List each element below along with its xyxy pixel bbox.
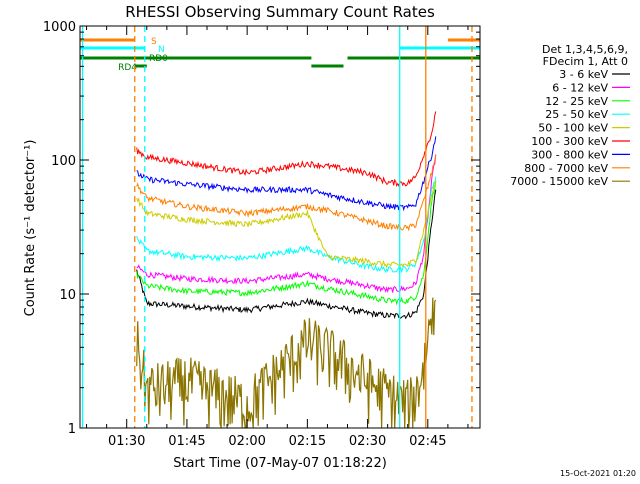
series-line-7	[136, 154, 437, 232]
plot-frame	[79, 25, 481, 429]
flag-label-n: N	[158, 45, 165, 55]
axes: 01:30 01:45 02:00 02:15 02:30 02:45 1 10 100 1000	[43, 20, 481, 449]
legend-header: Det 1,3,4,5,6,9,	[542, 43, 628, 56]
legend-label: 7000 - 15000 keV	[510, 175, 608, 188]
x-axis-label: Start Time (07-May-07 01:18:22)	[173, 456, 387, 471]
series-line-8	[136, 297, 437, 429]
legend-label: 100 - 300 keV	[531, 135, 608, 148]
series-line-3	[136, 176, 437, 274]
date-stamp: 15-Oct-2021 01:20	[560, 469, 636, 478]
flag-label-rd0: RD0	[149, 54, 168, 64]
y-tick-label: 10	[59, 288, 76, 303]
y-tick-label: 100	[51, 154, 76, 169]
x-tick-label: 01:45	[168, 434, 205, 449]
x-tick-label: 02:00	[228, 434, 265, 449]
series-line-6	[136, 136, 437, 212]
legend-label: 25 - 50 keV	[545, 108, 608, 121]
legend-label: 6 - 12 keV	[552, 81, 608, 94]
chart-title: RHESSI Observing Summary Count Rates	[125, 3, 435, 21]
legend-header: FDecim 1, Att 0	[543, 55, 628, 68]
series-line-0	[136, 189, 437, 320]
vertical-markers	[81, 26, 473, 428]
x-tick-label: 02:15	[289, 434, 326, 449]
x-tick-label: 01:30	[108, 434, 145, 449]
legend-label: 3 - 6 keV	[559, 68, 608, 81]
y-tick-label: 1	[68, 422, 76, 437]
y-axis-label: Count Rate (s⁻¹ detector⁻¹)	[23, 140, 38, 317]
series-line-4	[136, 180, 437, 269]
series-line-1	[136, 154, 437, 294]
x-tick-label: 02:45	[409, 434, 446, 449]
x-tick-label: 02:30	[349, 434, 386, 449]
series-line-2	[136, 180, 437, 306]
series-line-5	[136, 111, 437, 188]
y-tick-label: 1000	[43, 20, 76, 35]
legend-label: 300 - 800 keV	[531, 148, 608, 161]
legend: Det 1,3,4,5,6,9,FDecim 1, Att 03 - 6 keV…	[510, 43, 630, 188]
legend-label: 800 - 7000 keV	[524, 162, 608, 175]
flag-label-s: S	[151, 37, 157, 47]
legend-label: 12 - 25 keV	[545, 95, 608, 108]
flag-label-rd4: RD4	[118, 63, 137, 73]
series-lines	[136, 111, 437, 429]
legend-label: 50 - 100 keV	[538, 122, 608, 135]
